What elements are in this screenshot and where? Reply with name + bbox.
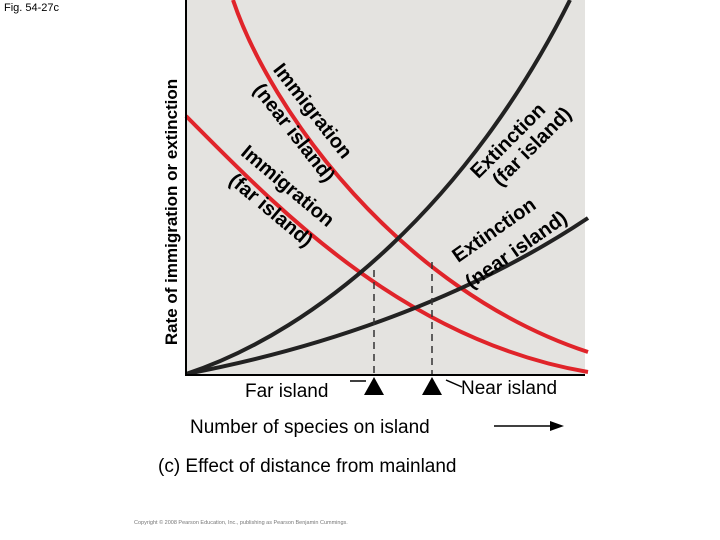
near-marker-triangle bbox=[422, 377, 442, 395]
y-axis-label: Rate of immigration or extinction bbox=[162, 78, 181, 346]
x-axis-arrowhead bbox=[550, 421, 564, 431]
far-marker-triangle bbox=[364, 377, 384, 395]
plot-area bbox=[185, 0, 585, 375]
x-axis-label: Number of species on island bbox=[190, 417, 430, 438]
y-axis bbox=[185, 0, 187, 375]
x-axis bbox=[185, 374, 585, 376]
slide-panel bbox=[134, 0, 586, 519]
extinction-near-curve bbox=[185, 216, 590, 376]
far-island-label: Far island bbox=[245, 381, 329, 402]
copyright-text: Copyright © 2008 Pearson Education, Inc.… bbox=[134, 520, 348, 526]
immigration-near-curve bbox=[231, 0, 589, 354]
near-island-label: Near island bbox=[461, 378, 558, 399]
extinction-far-curve bbox=[185, 0, 572, 376]
figure-label: Fig. 54-27c bbox=[4, 2, 60, 14]
immigration-far-curve bbox=[184, 114, 589, 374]
near-pointer-line bbox=[445, 379, 463, 388]
figure-caption: (c) Effect of distance from mainland bbox=[158, 456, 457, 477]
